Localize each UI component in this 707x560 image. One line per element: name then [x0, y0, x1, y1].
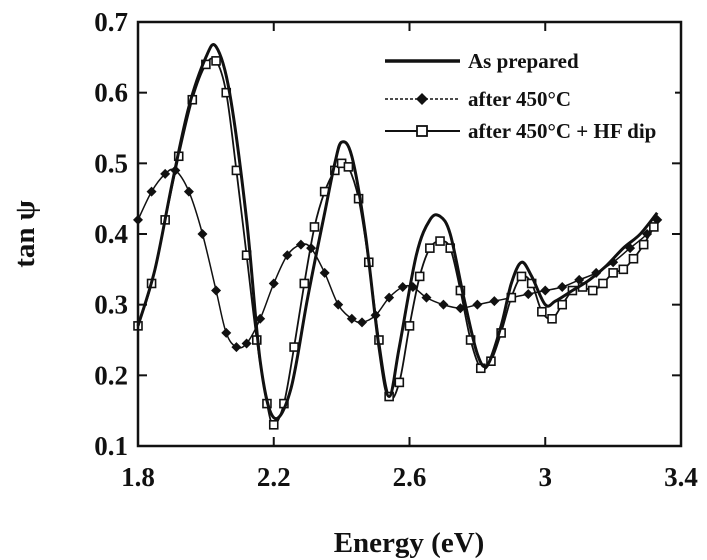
- y-axis-title: tan ψ: [9, 200, 41, 268]
- series-1-point: [231, 342, 242, 353]
- series-1-point: [295, 239, 306, 250]
- series-1-point: [540, 285, 551, 296]
- series-1-point: [282, 250, 293, 261]
- y-tick-label: 0.6: [94, 78, 128, 108]
- y-tick-label: 0.3: [94, 290, 128, 320]
- series-2-point: [638, 239, 649, 250]
- y-tick-label: 0.5: [94, 148, 128, 178]
- series-2-point: [649, 222, 659, 232]
- series-1-point: [397, 282, 408, 292]
- legend-label-after-450c: after 450°C: [468, 87, 571, 111]
- series-2-point: [608, 268, 618, 278]
- series-1-point: [356, 317, 367, 328]
- series-1-point: [557, 282, 568, 292]
- data-layer: [133, 42, 663, 430]
- series-2-point: [404, 321, 415, 331]
- legend-marker-diamond-icon: [416, 93, 428, 105]
- series-1-point: [268, 278, 279, 289]
- series-1-point: [146, 186, 157, 197]
- series-1-point: [489, 296, 500, 307]
- series-1-point: [523, 289, 534, 300]
- series-2-point: [547, 313, 557, 324]
- series-1-point: [221, 327, 232, 338]
- x-tick-label: 3: [539, 462, 553, 492]
- series-1-point: [183, 186, 194, 197]
- series-2-point: [557, 299, 568, 310]
- series-1-point: [346, 313, 357, 324]
- series-1-point: [472, 299, 483, 310]
- series-2-point: [628, 253, 639, 264]
- series-1-point: [211, 285, 222, 296]
- x-tick-label: 3.4: [664, 462, 698, 492]
- series-2-point: [299, 278, 310, 289]
- series-2-point: [289, 342, 299, 352]
- legend-label-after-450c-hf-dip: after 450°C + HF dip: [468, 119, 656, 143]
- y-tick-label: 0.2: [94, 360, 128, 390]
- tick-layer: 1.8 2.2 2.6 3 3.4 0.1 0.2 0.3 0.4 0.5 0.6 0.7: [94, 7, 698, 492]
- series-2-point: [394, 377, 405, 388]
- y-tick-label: 0.4: [94, 219, 128, 249]
- series-0-line: [136, 42, 659, 421]
- series-1-point: [438, 299, 449, 310]
- series-2-point: [537, 306, 547, 317]
- series-1-point: [319, 267, 330, 278]
- x-tick-label: 1.8: [121, 462, 155, 492]
- series-2-point: [516, 271, 527, 282]
- y-tick-label: 0.1: [94, 431, 128, 461]
- series-1-point: [255, 313, 266, 324]
- series-1-point: [160, 168, 171, 179]
- series-1-point: [241, 338, 252, 349]
- series-2-point: [435, 236, 445, 246]
- series-2-point: [587, 285, 598, 296]
- series-1-point: [421, 292, 432, 303]
- series-2-point: [414, 271, 425, 282]
- series-1-point: [197, 229, 208, 239]
- series-2-point: [598, 278, 608, 289]
- series-1-line: [137, 168, 658, 349]
- series-1-point: [384, 292, 395, 303]
- y-tick-label: 0.7: [94, 7, 128, 37]
- legend-label-as-prepared: As prepared: [468, 49, 579, 73]
- series-2-point: [309, 222, 320, 232]
- series-2-point: [425, 243, 435, 253]
- x-tick-label: 2.6: [393, 462, 427, 492]
- series-2-point: [343, 162, 354, 172]
- x-axis-title: Energy (eV): [334, 527, 485, 559]
- series-1-point: [333, 299, 344, 310]
- legend: As prepared after 450°C after 450°C + HF…: [375, 42, 675, 143]
- x-tick-label: 2.2: [257, 462, 291, 492]
- series-2-point: [618, 264, 629, 275]
- legend-marker-square-icon: [416, 125, 428, 137]
- series-2-point: [268, 419, 279, 430]
- series-2-point: [211, 56, 221, 66]
